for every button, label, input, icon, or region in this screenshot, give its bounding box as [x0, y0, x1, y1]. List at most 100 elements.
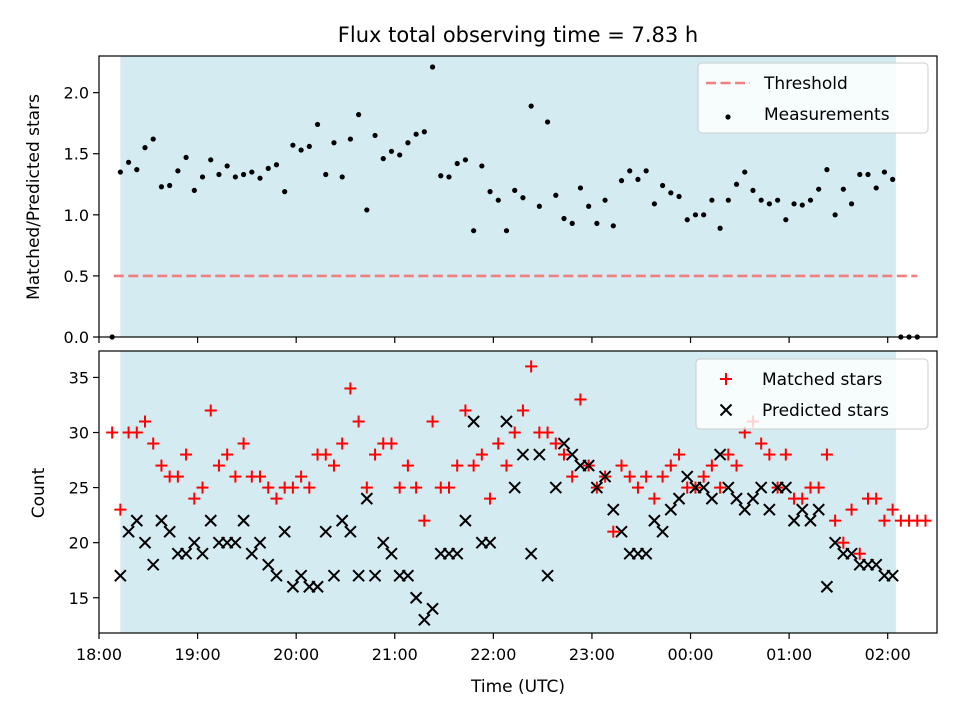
data-point — [418, 514, 431, 527]
y-tick-label: 30 — [69, 424, 89, 443]
data-point — [413, 131, 419, 137]
data-point — [323, 171, 329, 178]
data-point — [520, 195, 526, 201]
y-tick-label: 0.5 — [64, 267, 89, 286]
data-point — [615, 525, 628, 538]
data-point — [635, 176, 641, 182]
series-1 — [109, 64, 920, 340]
data-point — [717, 225, 723, 231]
data-point — [722, 481, 735, 494]
data-point — [714, 481, 727, 494]
data-point — [155, 514, 168, 527]
data-point — [865, 171, 871, 178]
data-point — [442, 481, 455, 494]
data-point — [245, 547, 259, 560]
data-point — [807, 197, 814, 203]
data-point — [429, 64, 436, 70]
data-point — [290, 142, 296, 148]
data-point — [471, 228, 477, 234]
data-point — [438, 173, 444, 179]
data-point — [722, 448, 735, 461]
data-point — [886, 569, 899, 582]
data-point — [639, 547, 653, 560]
data-point — [730, 492, 743, 505]
data-point — [372, 132, 378, 139]
data-point — [331, 140, 337, 146]
data-point — [754, 481, 768, 494]
data-point — [881, 169, 888, 175]
data-point — [114, 569, 127, 582]
data-point — [270, 492, 283, 505]
data-point — [125, 159, 132, 165]
data-point — [725, 197, 731, 203]
data-point — [377, 536, 390, 549]
y-tick-label: 2.0 — [64, 84, 89, 103]
data-point — [180, 448, 193, 461]
data-point — [298, 147, 304, 153]
data-point — [171, 470, 184, 483]
data-point — [672, 492, 686, 505]
legend-label: Matched stars — [762, 370, 882, 390]
data-point — [336, 437, 349, 450]
data-point — [553, 192, 559, 198]
data-point — [150, 136, 156, 142]
data-point — [544, 119, 551, 125]
data-point — [508, 481, 521, 494]
data-point — [668, 190, 674, 196]
data-point — [541, 426, 554, 439]
data-point — [500, 415, 513, 428]
data-point — [656, 470, 669, 483]
data-point — [467, 415, 480, 428]
data-point — [533, 448, 546, 461]
data-point — [459, 404, 472, 417]
data-point — [212, 459, 225, 472]
data-point — [257, 175, 263, 181]
data-point — [360, 492, 374, 505]
data-point — [569, 220, 575, 226]
data-point — [401, 569, 415, 582]
data-point — [163, 525, 176, 538]
data-point — [147, 437, 160, 450]
data-point — [779, 481, 793, 494]
data-point — [232, 174, 238, 180]
legend: Threshold Measurements — [697, 62, 929, 134]
data-point — [590, 481, 604, 494]
data-point — [158, 184, 165, 190]
data-point — [845, 503, 858, 516]
data-point — [295, 470, 308, 483]
data-point — [262, 558, 275, 571]
data-point — [410, 481, 423, 494]
data-point — [508, 426, 521, 439]
y-tick-label: 1.0 — [64, 206, 89, 225]
data-point — [730, 459, 743, 472]
data-point — [167, 182, 173, 189]
data-point — [783, 217, 789, 223]
data-point — [840, 186, 846, 192]
data-point — [426, 415, 439, 428]
data-point — [454, 160, 460, 167]
data-point — [339, 174, 345, 180]
data-point — [681, 470, 694, 483]
data-point — [602, 197, 608, 203]
data-point — [183, 154, 189, 161]
data-point — [738, 503, 751, 516]
data-point — [574, 393, 587, 406]
data-point — [536, 203, 542, 209]
data-point — [607, 503, 620, 516]
data-point — [640, 470, 653, 483]
data-point — [196, 481, 209, 494]
data-point — [134, 167, 140, 173]
plot-frame — [98, 350, 938, 634]
plot-frame — [98, 55, 938, 338]
legend-box — [695, 358, 929, 430]
data-point — [566, 448, 579, 461]
data-point — [878, 514, 891, 527]
data-point — [659, 182, 666, 189]
x-tick-label: 02:00 — [865, 645, 911, 664]
data-point — [347, 136, 353, 142]
data-point — [701, 212, 707, 218]
data-point — [335, 514, 349, 527]
data-point — [484, 492, 497, 505]
x-tick-label: 21:00 — [372, 645, 418, 664]
data-point — [763, 503, 776, 516]
